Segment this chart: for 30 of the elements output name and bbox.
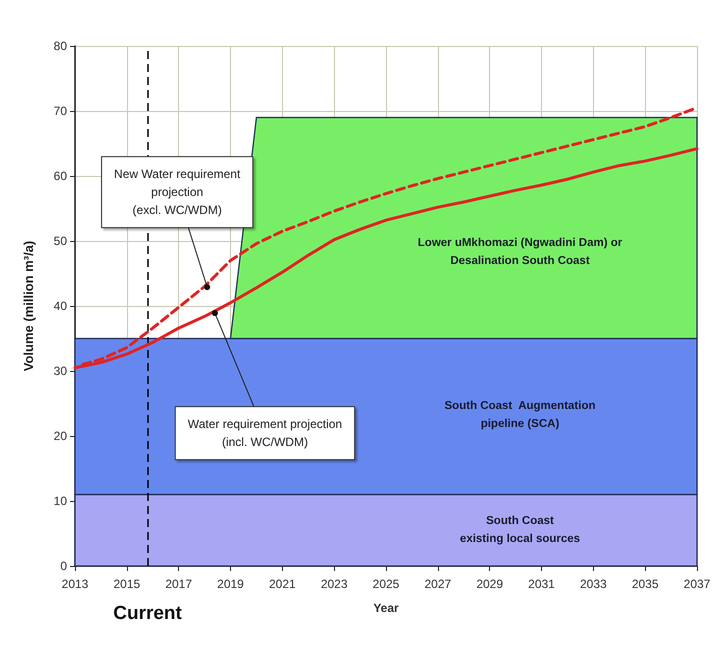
x-tick-label: 2019 — [217, 577, 244, 591]
annotation: New Water requirement projection (excl. WC/WDM) — [114, 167, 241, 218]
x-tick-label: 2037 — [684, 577, 711, 591]
y-tick-label: 30 — [54, 364, 68, 378]
y-tick-label: 10 — [54, 494, 68, 508]
x-tick-label: 2025 — [372, 577, 400, 591]
y-tick-label: 0 — [60, 559, 68, 573]
x-tick-label: 2013 — [62, 577, 89, 591]
annotation: South Coast existing local sources — [460, 515, 580, 545]
x-tick-label: 2027 — [424, 577, 452, 591]
x-tick-label: 2015 — [113, 577, 141, 591]
x-tick-label: 2033 — [580, 577, 608, 591]
annotation: South Coast Augmentation pipeline (SCA) — [444, 400, 596, 430]
y-tick-label: 80 — [54, 39, 68, 53]
x-tick-label: 2021 — [268, 577, 296, 591]
x-axis-title: Year — [373, 601, 400, 615]
y-tick-label: 70 — [54, 104, 68, 118]
y-axis-title: Volume (million m³/a) — [21, 240, 36, 372]
y-tick-label: 60 — [54, 169, 68, 183]
y-tick-label: 50 — [54, 234, 68, 248]
x-tick-label: 2029 — [476, 577, 504, 591]
x-tick-label: 2023 — [320, 577, 348, 591]
x-tick-label: 2017 — [165, 577, 192, 591]
x-tick-label: 2035 — [632, 577, 659, 591]
annotation: Lower uMkhomazi (Ngwadini Dam) or Desalination South Coast — [418, 237, 623, 267]
x-tick-label: 2031 — [528, 577, 556, 591]
ref-line-label: Current — [113, 603, 183, 624]
annotation: Water requirement projection (incl. WC/WDM) — [188, 417, 342, 450]
y-tick-label: 20 — [54, 429, 68, 443]
y-tick-label: 40 — [54, 299, 68, 313]
